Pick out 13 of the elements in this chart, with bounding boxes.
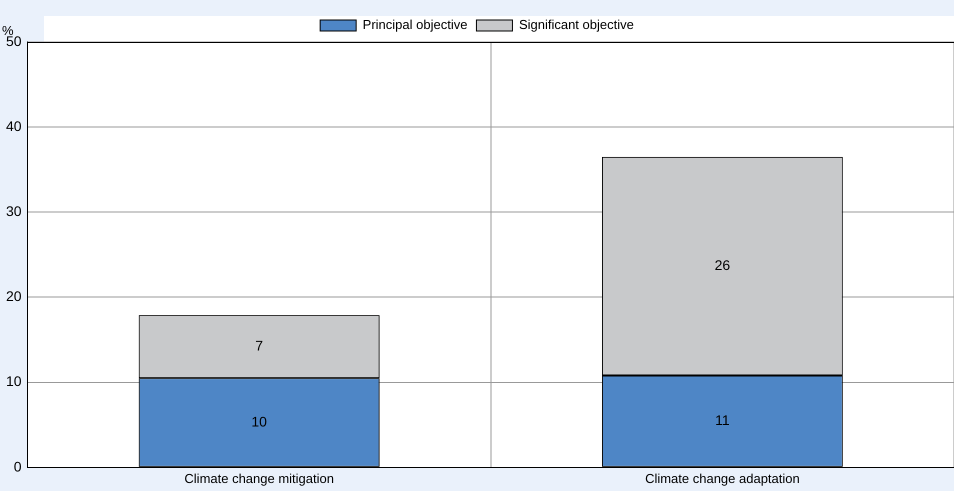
data-label: 7: [255, 337, 264, 354]
x-tick-label: Climate change mitigation: [184, 470, 334, 486]
y-tick-label: 10: [6, 373, 22, 390]
data-label: 11: [715, 412, 730, 428]
y-tick-label: 40: [6, 118, 22, 134]
y-tick-label: 20: [6, 288, 22, 304]
data-label: 26: [714, 257, 730, 274]
legend-label: Significant objective: [518, 17, 634, 32]
data-label: 10: [251, 413, 268, 430]
y-tick-label: 0: [14, 458, 22, 474]
legend-label: Principal objective: [362, 17, 468, 32]
y-tick-label: 30: [6, 203, 22, 220]
x-tick-label: Climate change adaptation: [645, 470, 800, 486]
